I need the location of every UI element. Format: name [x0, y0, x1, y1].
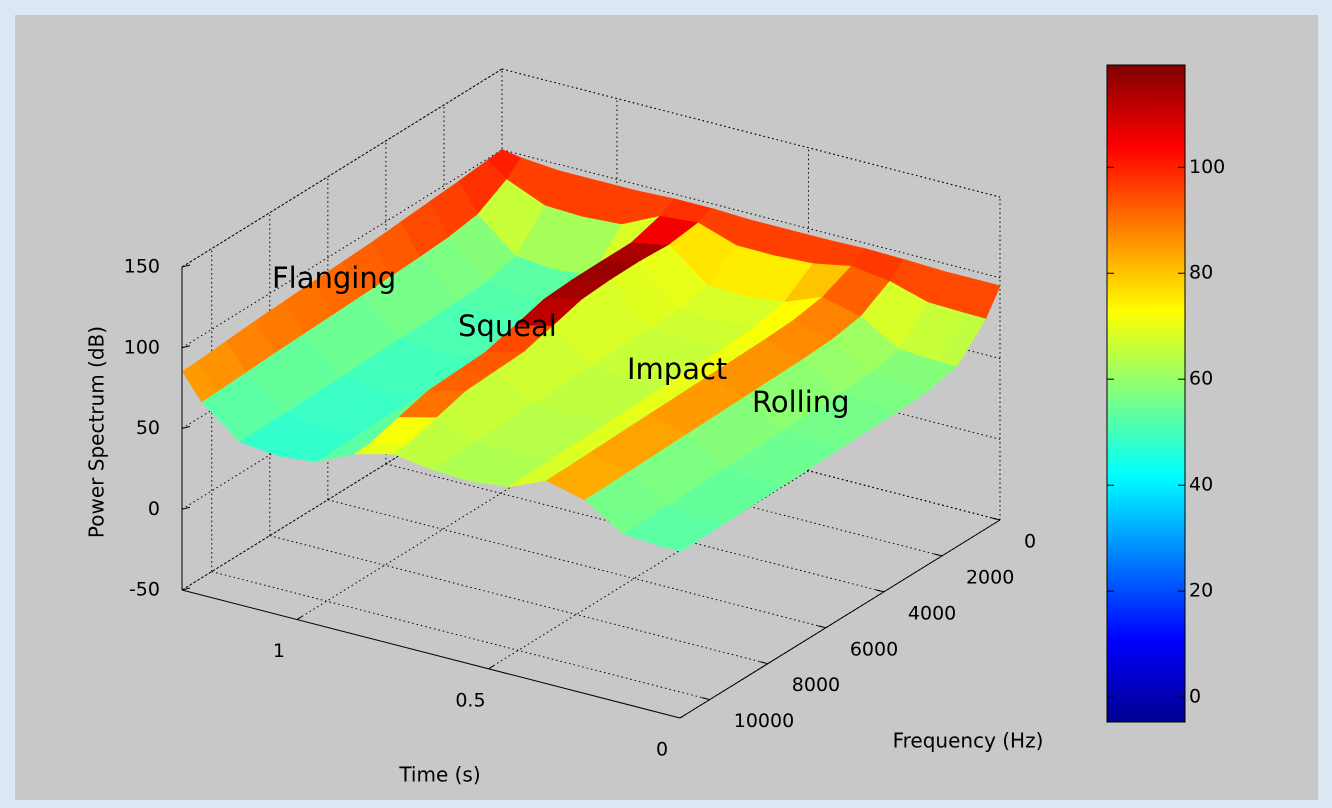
z-tick-label: 0	[148, 498, 160, 520]
colorbar-tick-label: 40	[1189, 474, 1213, 496]
y-tick	[875, 589, 885, 593]
z-tick	[181, 587, 191, 591]
annotation: Rolling	[752, 385, 850, 419]
y-tick	[991, 517, 1001, 521]
colorbar	[1106, 64, 1186, 723]
annotation: Squeal	[458, 309, 557, 343]
z-tick	[181, 506, 191, 510]
x-tick-label: 0	[656, 739, 668, 761]
colorbar-tick-label: 60	[1189, 368, 1213, 390]
grid-line	[501, 68, 1001, 198]
annotation: Flanging	[272, 261, 396, 295]
grid-line	[327, 499, 826, 629]
z-axis-label: Power Spectrum (dB)	[85, 326, 109, 538]
x-tick-label: 0.5	[455, 689, 485, 711]
y-tick	[759, 661, 768, 665]
grid-line	[269, 535, 768, 665]
colorbar-tick-label: 0	[1189, 686, 1201, 708]
x-axis	[181, 589, 681, 719]
z-tick	[181, 345, 191, 349]
axes: -50 0 50 100 150 0 0.5 1 0 2000 4000 6000 8000 10000	[124, 256, 1036, 761]
y-axis-label: Frequency (Hz)	[893, 729, 1044, 753]
annotations: Flanging Squeal Impact Rolling	[272, 261, 850, 419]
z-tick-label: 100	[124, 336, 160, 358]
colorbar-tick-label: 80	[1189, 262, 1213, 284]
surface	[182, 149, 1001, 552]
z-tick-label: 150	[124, 256, 160, 278]
z-tick-label: -50	[129, 579, 160, 601]
y-tick-label: 2000	[966, 566, 1014, 588]
x-axis-label: Time (s)	[398, 763, 480, 787]
annotation: Impact	[627, 352, 727, 386]
y-tick-label: 6000	[850, 638, 898, 660]
y-axis	[679, 519, 1001, 719]
x-tick	[488, 665, 494, 670]
grid-line	[501, 149, 1001, 279]
x-tick	[296, 616, 303, 620]
z-tick	[181, 264, 191, 268]
y-tick-label: 10000	[734, 710, 794, 732]
y-tick-label: 0	[1024, 531, 1036, 553]
y-tick-label: 4000	[908, 602, 956, 624]
x-tick	[679, 714, 686, 719]
x-tick-label: 1	[273, 640, 285, 662]
z-tick-label: 50	[136, 417, 160, 439]
y-tick	[701, 697, 710, 701]
colorbar-ticks: 0 20 40 60 80 100	[1107, 156, 1225, 708]
surface-patch	[660, 536, 697, 552]
z-tick	[181, 426, 191, 429]
colorbar-tick-label: 100	[1189, 156, 1225, 178]
y-tick	[817, 625, 826, 629]
colorbar-tick-label: 20	[1189, 580, 1213, 602]
y-tick-label: 8000	[792, 674, 840, 696]
grid-line	[211, 571, 710, 701]
y-tick	[933, 553, 943, 557]
